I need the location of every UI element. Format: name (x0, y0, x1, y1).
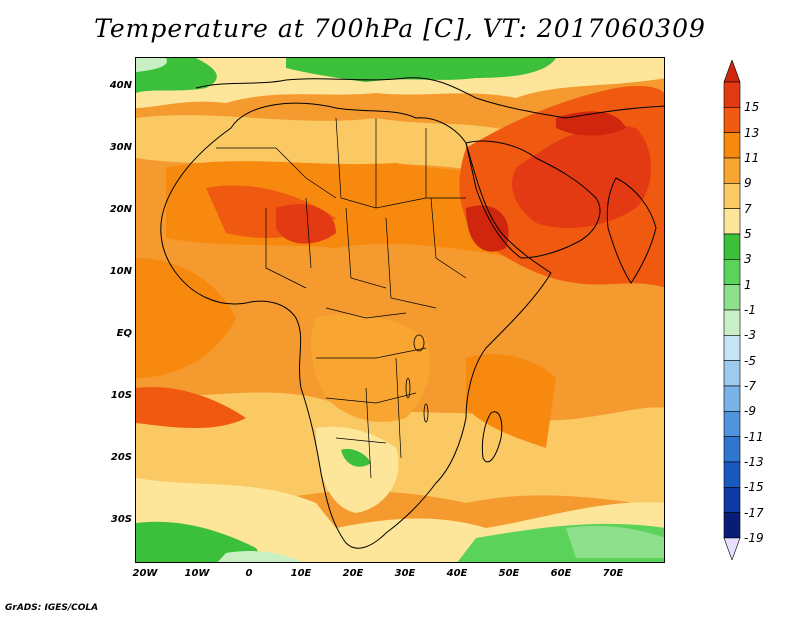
colorbar-segment (723, 233, 741, 260)
lat-label-40n: 40N (109, 80, 132, 91)
lake-malawi (423, 403, 429, 423)
colorbar-label: -5 (744, 353, 756, 368)
field-atlantic-band (136, 387, 246, 428)
field-peak-iran (556, 111, 626, 136)
lat-label-20s: 20S (110, 452, 132, 463)
lon-label-10w: 10W (184, 568, 210, 579)
colorbar-top-arrow (723, 60, 741, 83)
grads-credit: GrADS: IGES/COLA (5, 603, 99, 613)
colorbar-segment (723, 385, 741, 412)
lon-label-20e: 20E (342, 568, 364, 579)
colorbar-label: 3 (744, 252, 752, 267)
colorbar-segment (723, 132, 741, 159)
field-hottest-arabia (512, 125, 651, 228)
country-borders (216, 117, 467, 479)
colorbar-segment (723, 335, 741, 361)
temperature-field (136, 58, 664, 562)
colorbar-label: 11 (744, 151, 760, 165)
field-east-indian (466, 354, 556, 448)
field-coolest-s (217, 551, 302, 562)
lon-label-70e: 70E (602, 568, 624, 579)
colorbar-segment (723, 183, 741, 209)
colorbar-bottom-arrow (723, 537, 741, 560)
colorbar-segment (723, 436, 741, 463)
colorbar-label: -11 (744, 429, 764, 444)
field-south-africa-mild (316, 426, 399, 513)
lat-label-10n: 10N (109, 266, 132, 277)
colorbar-label: 13 (744, 125, 760, 140)
lat-label-20n: 20N (109, 204, 132, 215)
colorbar-label: -15 (744, 480, 764, 495)
colorbar-segment (723, 411, 741, 437)
europe-coastline (195, 77, 664, 119)
colorbar-label: 1 (744, 277, 752, 292)
colorbar-segment (723, 157, 741, 184)
field-cooler-se (566, 526, 664, 558)
field-coolest-nw (136, 58, 167, 72)
colorbar (723, 60, 741, 560)
colorbar-segment (723, 81, 741, 108)
colorbar-segment (723, 309, 741, 336)
india-coastline (606, 177, 657, 284)
field-cool-kalahari (341, 448, 371, 467)
colorbar-label: 5 (744, 227, 752, 241)
colorbar-label: 15 (744, 100, 760, 115)
colorbar-segment (723, 360, 741, 387)
map-title: Temperature at 700hPa [C], VT: 201706030… (94, 14, 706, 43)
africa-coastline (160, 102, 552, 549)
lat-label-eq: EQ (116, 328, 132, 339)
colorbar-label: -17 (744, 505, 764, 520)
lon-label-40e: 40E (446, 568, 468, 579)
field-central (310, 314, 430, 422)
colorbar-label: 9 (744, 176, 752, 191)
lon-label-20w: 20W (132, 568, 158, 579)
temperature-map (135, 57, 665, 563)
colorbar-label: -13 (744, 455, 764, 469)
colorbar-segment (723, 259, 741, 285)
colorbar-segment (723, 487, 741, 513)
colorbar-label: -3 (744, 328, 756, 343)
colorbar-segment (723, 107, 741, 133)
lon-label-50e: 50E (498, 568, 520, 579)
lat-label-30s: 30S (110, 514, 132, 525)
colorbar-label: -9 (744, 404, 756, 419)
field-cool-sw (136, 521, 265, 562)
field-hottest-sahel (276, 204, 336, 244)
field-atlantic (136, 258, 236, 378)
lon-label-0: 0 (245, 568, 253, 579)
lon-label-10e: 10E (290, 568, 312, 579)
colorbar-segment (723, 461, 741, 488)
madagascar-coastline (481, 411, 503, 463)
arabia-coastline (465, 140, 601, 259)
field-warm-south (136, 388, 664, 508)
field-peak-redsea (466, 205, 509, 252)
colorbar-label: -1 (744, 303, 756, 317)
lon-label-30e: 30E (394, 568, 416, 579)
lake-victoria (413, 334, 425, 352)
colorbar-label: -19 (744, 531, 764, 545)
lat-label-10s: 10S (110, 390, 132, 401)
colorbar-label: 7 (744, 201, 752, 216)
colorbar-segment (723, 208, 741, 235)
colorbar-segment (723, 512, 741, 539)
lon-label-60e: 60E (550, 568, 572, 579)
colorbar-segment (723, 284, 741, 311)
colorbar-label: -7 (744, 379, 756, 393)
field-cool-europe (286, 58, 556, 82)
lat-label-30n: 30N (109, 142, 132, 153)
lake-tanganyika (405, 377, 411, 399)
